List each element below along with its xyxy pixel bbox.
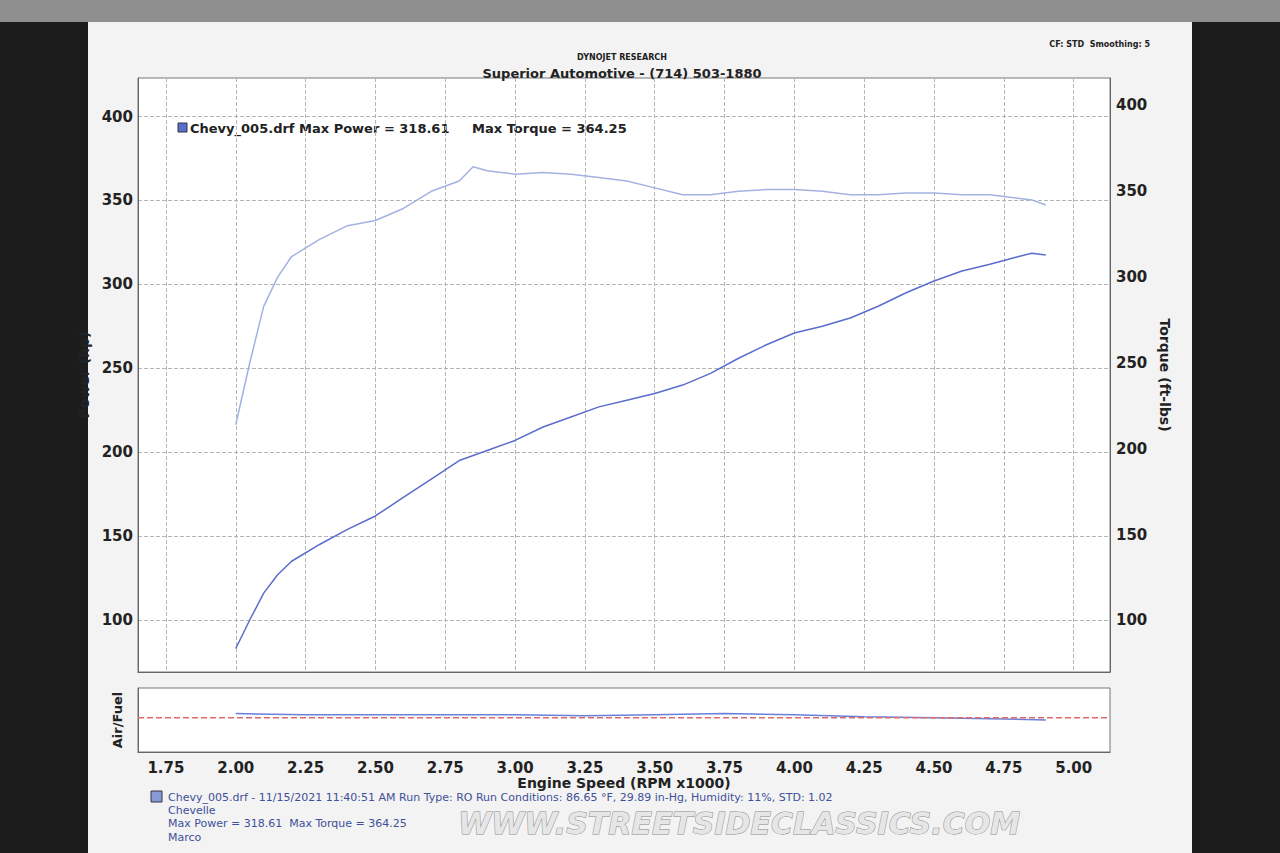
svg-text:Marco: Marco <box>168 831 202 844</box>
svg-text:4.50: 4.50 <box>916 759 953 777</box>
svg-text:2.25: 2.25 <box>287 759 324 777</box>
svg-text:Chevy_005.drf Max Power = 318.: Chevy_005.drf Max Power = 318.61 Max Tor… <box>190 121 627 137</box>
svg-text:Chevy_005.drf - 11/15/2021 11:: Chevy_005.drf - 11/15/2021 11:40:51 AM R… <box>168 791 833 804</box>
svg-text:CF: STD Smoothing: 5: CF: STD Smoothing: 5 <box>1049 40 1150 49</box>
svg-text:2.00: 2.00 <box>217 759 254 777</box>
svg-text:Air/Fuel: Air/Fuel <box>110 692 125 748</box>
svg-text:Chevelle: Chevelle <box>168 804 216 817</box>
svg-text:4.00: 4.00 <box>776 759 813 777</box>
svg-text:Torque (ft-lbs): Torque (ft-lbs) <box>1157 318 1173 431</box>
svg-text:Max Power = 318.61 Max Torque: Max Power = 318.61 Max Torque = 364.25 <box>168 817 407 830</box>
svg-text:350: 350 <box>1116 182 1147 200</box>
svg-text:3.75: 3.75 <box>706 759 743 777</box>
svg-text:5.00: 5.00 <box>1055 759 1092 777</box>
svg-text:350: 350 <box>102 191 133 209</box>
svg-text:3.25: 3.25 <box>566 759 603 777</box>
svg-text:150: 150 <box>1116 526 1147 544</box>
svg-text:100: 100 <box>102 611 133 629</box>
svg-text:2.50: 2.50 <box>357 759 394 777</box>
svg-text:Superior Automotive - (714) 50: Superior Automotive - (714) 503-1880 <box>482 66 761 81</box>
svg-text:DYNOJET RESEARCH: DYNOJET RESEARCH <box>577 53 667 62</box>
svg-text:1.75: 1.75 <box>147 759 184 777</box>
svg-text:150: 150 <box>102 527 133 545</box>
svg-text:250: 250 <box>1116 354 1147 372</box>
svg-text:300: 300 <box>102 275 133 293</box>
svg-text:400: 400 <box>102 108 133 126</box>
svg-text:2.75: 2.75 <box>427 759 464 777</box>
svg-text:200: 200 <box>102 443 133 461</box>
svg-text:100: 100 <box>1116 611 1147 629</box>
svg-text:WWW.STREETSIDECLASSICS.COM: WWW.STREETSIDECLASSICS.COM <box>458 806 1020 841</box>
svg-text:250: 250 <box>102 359 133 377</box>
svg-text:4.25: 4.25 <box>846 759 883 777</box>
svg-text:3.50: 3.50 <box>636 759 673 777</box>
svg-text:200: 200 <box>1116 440 1147 458</box>
svg-text:Power (hp): Power (hp) <box>76 332 92 419</box>
svg-text:4.75: 4.75 <box>985 759 1022 777</box>
svg-text:400: 400 <box>1116 96 1147 114</box>
svg-text:300: 300 <box>1116 268 1147 286</box>
svg-text:3.00: 3.00 <box>497 759 534 777</box>
svg-text:Engine Speed (RPM x1000): Engine Speed (RPM x1000) <box>517 775 730 791</box>
